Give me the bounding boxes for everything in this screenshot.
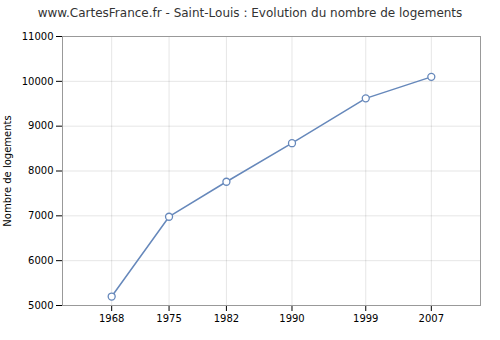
svg-text:9000: 9000 <box>28 121 53 132</box>
svg-text:1990: 1990 <box>279 313 304 324</box>
svg-text:1982: 1982 <box>214 313 239 324</box>
svg-text:7000: 7000 <box>28 210 53 221</box>
svg-text:1975: 1975 <box>156 313 181 324</box>
svg-text:1968: 1968 <box>99 313 124 324</box>
svg-text:5000: 5000 <box>28 300 53 311</box>
svg-text:8000: 8000 <box>28 166 53 177</box>
svg-text:10000: 10000 <box>22 76 54 87</box>
svg-text:11000: 11000 <box>22 31 54 42</box>
svg-text:Nombre de logements: Nombre de logements <box>2 116 13 227</box>
html-text:www.CartesFrance.fr - Saint-Lo: www.CartesFrance.fr - Saint-Louis : Evol… <box>37 6 463 20</box>
svg-text:1999: 1999 <box>353 313 378 324</box>
svg-text:2007: 2007 <box>419 313 444 324</box>
svg-text:6000: 6000 <box>28 255 53 266</box>
